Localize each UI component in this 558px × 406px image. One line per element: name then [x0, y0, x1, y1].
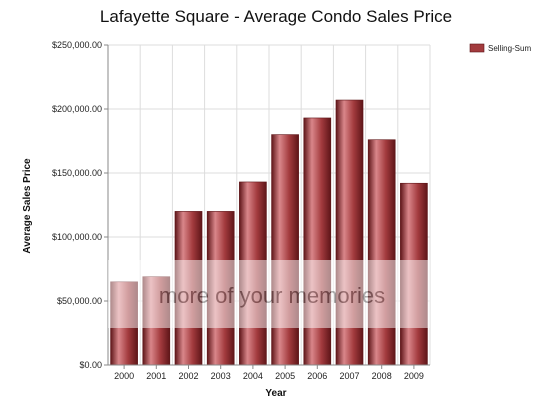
x-tick-label-2002: 2002	[178, 371, 198, 381]
y-axis-title: Average Sales Price	[22, 158, 33, 254]
x-axis-ticks: 2000 2001 2002 2003 2004 2005 2006 2007 2008 2009	[114, 365, 424, 381]
watermark-band	[108, 260, 430, 328]
x-tick-label-2005: 2005	[275, 371, 295, 381]
y-tick-label: $0.00	[79, 360, 102, 370]
y-tick-label: $50,000.00	[57, 296, 102, 306]
x-tick-label-2006: 2006	[307, 371, 327, 381]
y-tick-label: $100,000.00	[52, 232, 102, 242]
y-tick-label: $250,000.00	[52, 40, 102, 50]
x-tick-label-2007: 2007	[339, 371, 359, 381]
legend: Selling-Sum	[469, 43, 531, 53]
x-tick-label-2000: 2000	[114, 371, 134, 381]
bar-2005	[271, 134, 299, 366]
x-tick-label-2001: 2001	[146, 371, 166, 381]
chart-title: Lafayette Square - Average Condo Sales P…	[100, 7, 452, 26]
legend-label-selling-sum: Selling-Sum	[488, 44, 531, 53]
x-tick-label-2004: 2004	[243, 371, 263, 381]
watermark-text: more of your memories	[159, 283, 385, 308]
watermark: more of your memories	[108, 260, 430, 328]
legend-swatch-selling-sum	[469, 43, 485, 53]
y-tick-label: $150,000.00	[52, 168, 102, 178]
x-tick-label-2009: 2009	[404, 371, 424, 381]
y-axis-ticks: $0.00 $50,000.00 $100,000.00 $150,000.00 $20…	[52, 40, 108, 370]
y-tick-label: $200,000.00	[52, 104, 102, 114]
x-tick-label-2003: 2003	[211, 371, 231, 381]
x-axis-title: Year	[265, 388, 286, 399]
bar-2008	[367, 139, 396, 366]
x-tick-label-2008: 2008	[372, 371, 392, 381]
